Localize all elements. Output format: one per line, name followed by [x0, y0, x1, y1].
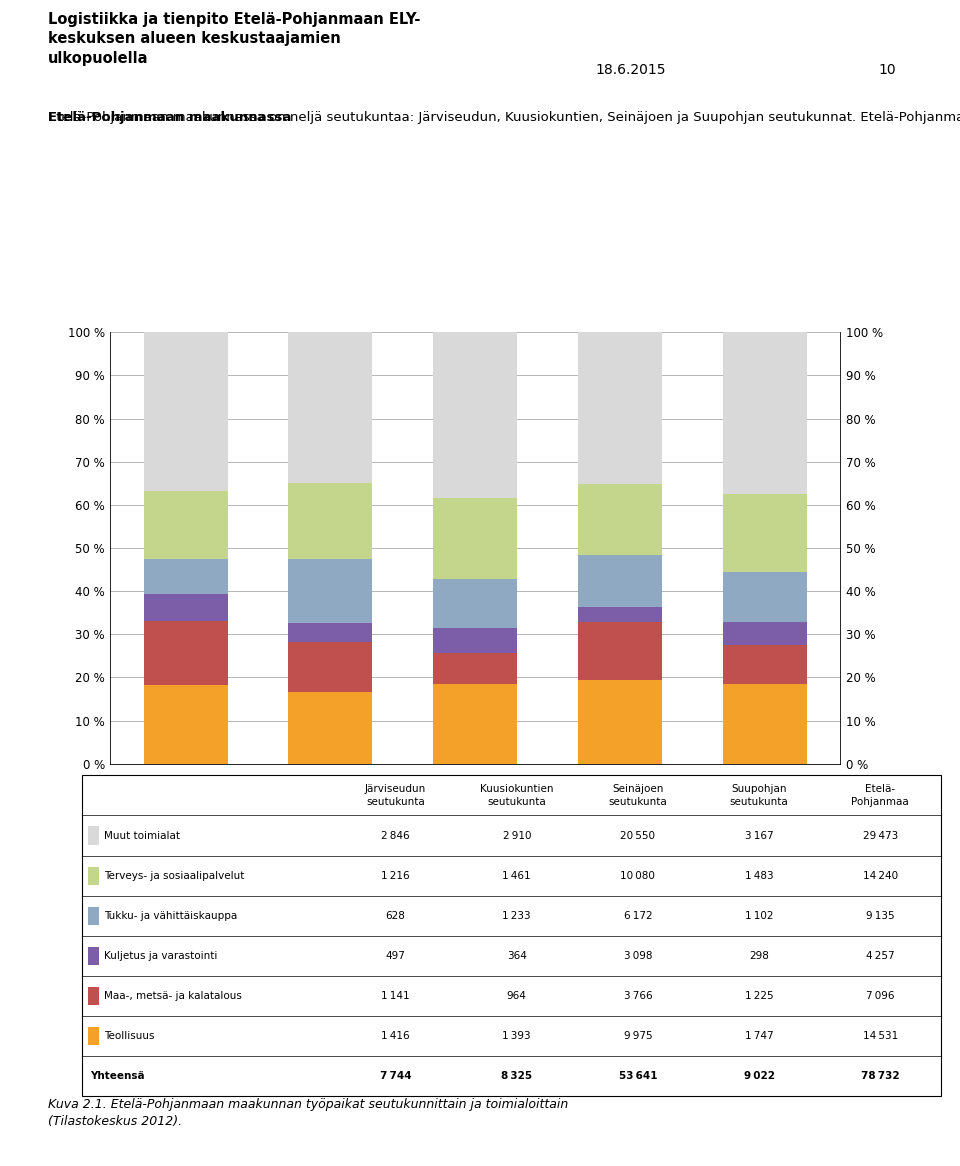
Text: 20 550: 20 550	[620, 830, 656, 841]
Bar	[578, 680, 662, 764]
Text: Etelä-Pohjanmaan maakunnassa on neljä seutukuntaa: Järviseudun, Kuusiokuntien, S: Etelä-Pohjanmaan maakunnassa on neljä se…	[48, 111, 960, 124]
Bar	[88, 947, 99, 964]
Text: Etelä-Pohjanmaan maakunnassa: Etelä-Pohjanmaan maakunnassa	[48, 111, 292, 124]
Text: 1 483: 1 483	[745, 871, 774, 880]
Text: 10: 10	[878, 63, 897, 77]
Text: 3 766: 3 766	[624, 991, 652, 1000]
Text: 364: 364	[507, 950, 527, 961]
Bar	[288, 691, 372, 764]
Bar	[723, 332, 806, 494]
Text: 1 141: 1 141	[381, 991, 410, 1000]
Bar	[723, 494, 806, 571]
Text: 7 744: 7 744	[380, 1072, 412, 1081]
Text: 29 473: 29 473	[863, 830, 898, 841]
Bar	[433, 683, 517, 764]
Text: Terveys- ja sosiaalipalvelut: Terveys- ja sosiaalipalvelut	[104, 871, 244, 880]
Bar	[144, 593, 228, 621]
Bar	[433, 332, 517, 498]
Bar	[88, 907, 99, 925]
Bar	[433, 578, 517, 628]
Text: 1 216: 1 216	[381, 871, 410, 880]
Bar	[288, 559, 372, 623]
Text: Muut toimialat: Muut toimialat	[104, 830, 180, 841]
Text: Etelä-
Pohjanmaa: Etelä- Pohjanmaa	[852, 785, 909, 807]
Bar	[578, 555, 662, 607]
Bar	[288, 483, 372, 559]
Text: 964: 964	[507, 991, 527, 1000]
Text: Maa-, metsä- ja kalatalous: Maa-, metsä- ja kalatalous	[104, 991, 242, 1000]
Bar	[723, 621, 806, 645]
Bar	[578, 332, 662, 484]
Text: 18.6.2015: 18.6.2015	[595, 63, 665, 77]
Text: 1 225: 1 225	[745, 991, 774, 1000]
Text: 6 172: 6 172	[624, 911, 652, 921]
Text: 1 461: 1 461	[502, 871, 531, 880]
Text: 9 975: 9 975	[624, 1031, 652, 1041]
Text: 1 747: 1 747	[745, 1031, 774, 1041]
Text: 4 257: 4 257	[866, 950, 895, 961]
Bar	[578, 621, 662, 680]
Bar	[433, 653, 517, 683]
Bar	[144, 684, 228, 764]
Text: 10 080: 10 080	[620, 871, 656, 880]
Text: Suupohjan
seutukunta: Suupohjan seutukunta	[730, 785, 788, 807]
Bar	[723, 684, 806, 764]
Text: Kuljetus ja varastointi: Kuljetus ja varastointi	[104, 950, 217, 961]
Bar	[433, 628, 517, 653]
Bar	[88, 866, 99, 885]
Text: 7 096: 7 096	[866, 991, 895, 1000]
Bar	[578, 484, 662, 555]
Bar	[144, 621, 228, 684]
Text: 78 732: 78 732	[861, 1072, 900, 1081]
Text: 1 102: 1 102	[745, 911, 774, 921]
Bar	[288, 332, 372, 483]
Bar	[88, 1027, 99, 1045]
Text: 9 022: 9 022	[744, 1072, 775, 1081]
Text: 1 233: 1 233	[502, 911, 531, 921]
Text: 1 393: 1 393	[502, 1031, 531, 1041]
Text: 14 531: 14 531	[863, 1031, 898, 1041]
Bar	[723, 571, 806, 621]
Text: Logistiikka ja tienpito Etelä-Pohjanmaan ELY-
keskuksen alueen keskustaajamien
u: Logistiikka ja tienpito Etelä-Pohjanmaan…	[48, 12, 420, 66]
Text: Teollisuus: Teollisuus	[104, 1031, 155, 1041]
Bar	[578, 607, 662, 621]
Bar	[88, 827, 99, 844]
Text: 2 846: 2 846	[381, 830, 410, 841]
Text: Yhteensä: Yhteensä	[90, 1072, 145, 1081]
Bar	[433, 498, 517, 578]
Text: Tukku- ja vähittäiskauppa: Tukku- ja vähittäiskauppa	[104, 911, 237, 921]
Text: 53 641: 53 641	[618, 1072, 658, 1081]
Text: 3 098: 3 098	[624, 950, 652, 961]
Text: 14 240: 14 240	[863, 871, 898, 880]
Text: 2 910: 2 910	[502, 830, 531, 841]
Bar	[144, 559, 228, 593]
Text: 3 167: 3 167	[745, 830, 774, 841]
Text: 497: 497	[386, 950, 405, 961]
Text: Seinäjoen
seutukunta: Seinäjoen seutukunta	[609, 785, 667, 807]
Bar	[88, 986, 99, 1005]
Bar	[288, 623, 372, 641]
Text: 628: 628	[386, 911, 405, 921]
Text: 8 325: 8 325	[501, 1072, 533, 1081]
Text: 1 416: 1 416	[381, 1031, 410, 1041]
Text: Järviseudun
seutukunta: Järviseudun seutukunta	[365, 785, 426, 807]
Text: 298: 298	[749, 950, 769, 961]
Bar	[288, 641, 372, 691]
Bar	[144, 491, 228, 559]
Text: Kuusiokuntien
seutukunta: Kuusiokuntien seutukunta	[480, 785, 554, 807]
Text: Kuva 2.1. Etelä-Pohjanmaan maakunnan työpaikat seutukunnittain ja toimialoittain: Kuva 2.1. Etelä-Pohjanmaan maakunnan työ…	[48, 1098, 568, 1129]
Bar	[144, 332, 228, 491]
Bar	[723, 645, 806, 684]
Text: 9 135: 9 135	[866, 911, 895, 921]
